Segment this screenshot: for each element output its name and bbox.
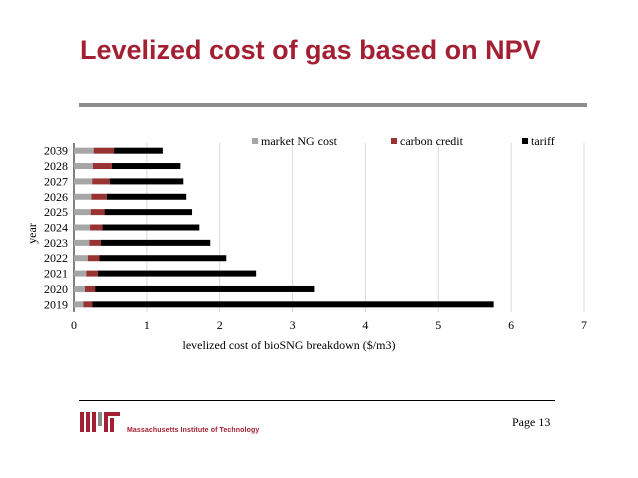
x-tick-label: 6 bbox=[508, 318, 514, 332]
bar-market-NG-cost-2039 bbox=[74, 147, 94, 154]
legend-swatch bbox=[522, 138, 528, 144]
bar-carbon-credit-2022 bbox=[87, 255, 100, 262]
bar-carbon-credit-2027 bbox=[92, 178, 110, 185]
y-tick-label: 2020 bbox=[44, 282, 68, 296]
bar-tariff-2028 bbox=[111, 163, 181, 170]
bar-tariff-2020 bbox=[95, 285, 315, 292]
bar-market-NG-cost-2019 bbox=[74, 301, 84, 308]
bar-tariff-2021 bbox=[98, 270, 257, 277]
legend-label: tariff bbox=[531, 134, 555, 148]
bar-carbon-credit-2019 bbox=[83, 301, 93, 308]
bar-market-NG-cost-2021 bbox=[74, 270, 87, 277]
bar-market-NG-cost-2020 bbox=[74, 285, 85, 292]
bar-market-NG-cost-2022 bbox=[74, 255, 88, 262]
legend-label: carbon credit bbox=[400, 134, 464, 148]
legend-swatch bbox=[252, 138, 258, 144]
legend-label: market NG cost bbox=[261, 134, 338, 148]
bar-carbon-credit-2024 bbox=[90, 224, 103, 231]
y-tick-label: 2027 bbox=[44, 174, 68, 188]
bar-tariff-2025 bbox=[104, 209, 193, 216]
bar-carbon-credit-2025 bbox=[90, 209, 105, 216]
mit-logo bbox=[80, 412, 120, 432]
bar-carbon-credit-2023 bbox=[89, 239, 101, 246]
bar-market-NG-cost-2028 bbox=[74, 163, 93, 170]
x-tick-label: 2 bbox=[217, 318, 223, 332]
x-tick-label: 1 bbox=[144, 318, 150, 332]
bar-carbon-credit-2028 bbox=[92, 163, 112, 170]
bar-market-NG-cost-2025 bbox=[74, 209, 91, 216]
bar-tariff-2039 bbox=[114, 147, 163, 154]
y-tick-label: 2021 bbox=[44, 267, 68, 281]
slide-title: Levelized cost of gas based on NPV bbox=[80, 35, 541, 65]
bar-tariff-2023 bbox=[100, 239, 211, 246]
institution-name: Massachusetts Institute of Technology bbox=[127, 427, 260, 434]
legend-swatch bbox=[391, 138, 397, 144]
x-tick-label: 7 bbox=[581, 318, 587, 332]
page-number: Page 13 bbox=[512, 415, 551, 429]
y-tick-label: 2026 bbox=[44, 190, 68, 204]
x-tick-label: 5 bbox=[435, 318, 441, 332]
y-tick-label: 2023 bbox=[44, 236, 68, 250]
bar-carbon-credit-2026 bbox=[91, 193, 107, 200]
bar-market-NG-cost-2024 bbox=[74, 224, 91, 231]
footer-divider bbox=[79, 400, 555, 401]
bar-tariff-2022 bbox=[99, 255, 227, 262]
x-tick-label: 4 bbox=[362, 318, 368, 332]
bar-tariff-2027 bbox=[109, 178, 184, 185]
bar-tariff-2024 bbox=[102, 224, 200, 231]
bar-carbon-credit-2020 bbox=[84, 285, 96, 292]
x-axis-label: levelized cost of bioSNG breakdown ($/m3… bbox=[183, 338, 396, 352]
x-tick-label: 0 bbox=[71, 318, 77, 332]
y-tick-label: 2028 bbox=[44, 159, 68, 173]
y-tick-label: 2022 bbox=[44, 251, 68, 265]
y-tick-label: 2025 bbox=[44, 205, 68, 219]
x-tick-label: 3 bbox=[290, 318, 296, 332]
bar-carbon-credit-2039 bbox=[93, 147, 115, 154]
bar-market-NG-cost-2026 bbox=[74, 193, 92, 200]
bar-tariff-2026 bbox=[106, 193, 187, 200]
bar-tariff-2019 bbox=[92, 301, 494, 308]
y-tick-label: 2019 bbox=[44, 297, 68, 311]
bar-market-NG-cost-2027 bbox=[74, 178, 93, 185]
y-tick-label: 2024 bbox=[44, 221, 68, 235]
bar-carbon-credit-2021 bbox=[86, 270, 99, 277]
y-axis-label: year bbox=[25, 223, 39, 244]
y-tick-label: 2039 bbox=[44, 144, 68, 158]
bar-market-NG-cost-2023 bbox=[74, 239, 90, 246]
title-divider bbox=[79, 103, 587, 107]
